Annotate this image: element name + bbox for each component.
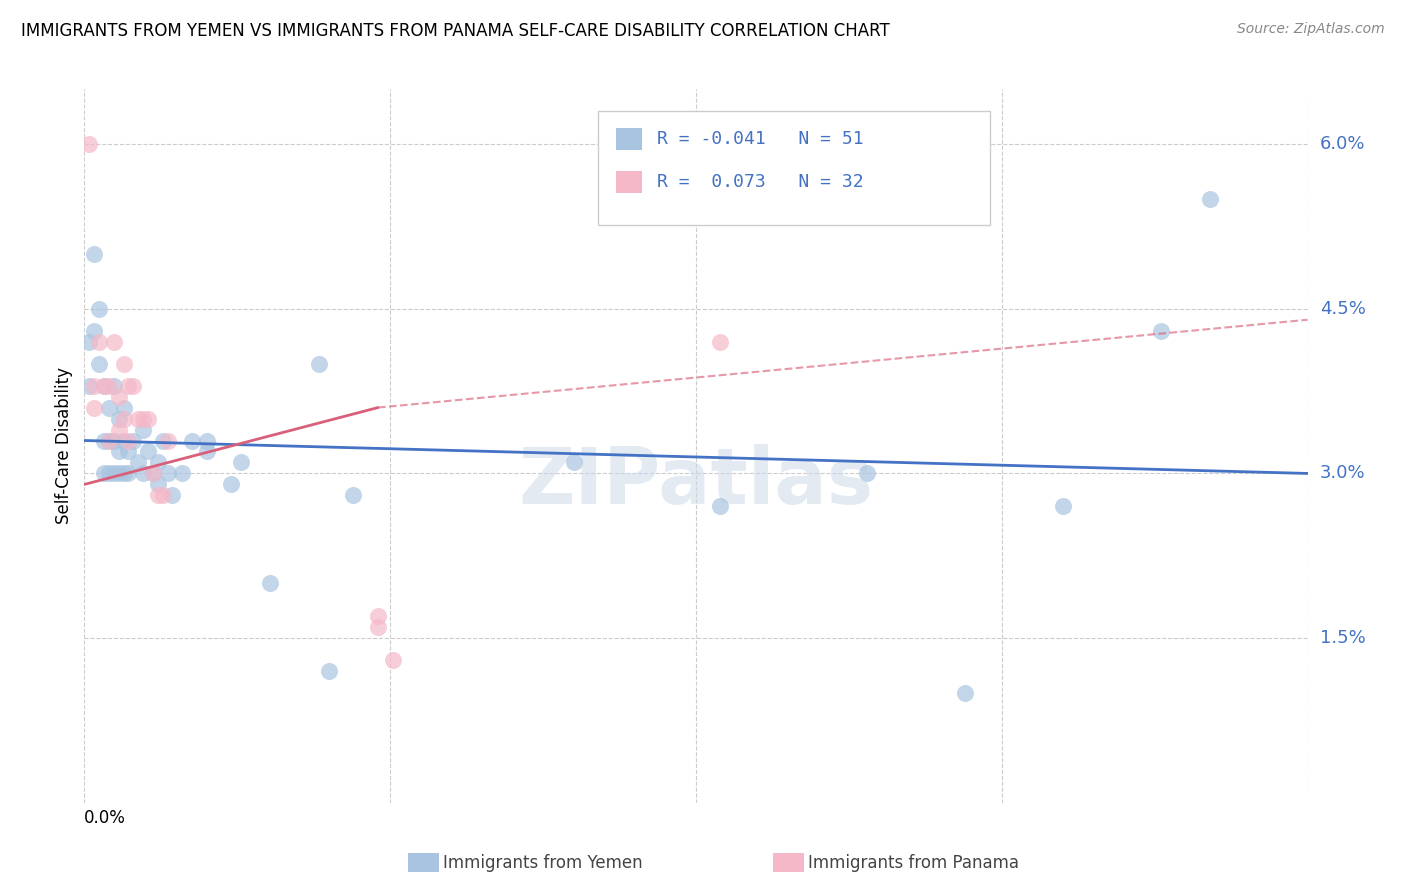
Point: [83, 247, 105, 261]
Point: [132, 411, 155, 425]
Point: [195, 444, 218, 458]
Bar: [616, 128, 643, 150]
Point: [152, 434, 174, 448]
Point: [342, 488, 364, 502]
Y-axis label: Self-Care Disability: Self-Care Disability: [55, 368, 73, 524]
Point: [87, 334, 110, 349]
Point: [146, 477, 169, 491]
Text: IMMIGRANTS FROM YEMEN VS IMMIGRANTS FROM PANAMA SELF-CARE DISABILITY CORRELATION: IMMIGRANTS FROM YEMEN VS IMMIGRANTS FROM…: [21, 22, 890, 40]
Point: [127, 411, 149, 425]
Text: 0.0%: 0.0%: [84, 808, 127, 827]
Text: Immigrants from Yemen: Immigrants from Yemen: [443, 854, 643, 871]
Point: [308, 357, 330, 371]
Point: [1052, 500, 1074, 514]
Point: [93, 467, 115, 481]
Text: 6.0%: 6.0%: [1320, 135, 1365, 153]
Point: [112, 401, 135, 415]
Point: [562, 455, 585, 469]
Point: [219, 477, 242, 491]
Point: [142, 467, 165, 481]
Point: [107, 411, 129, 425]
Point: [709, 500, 731, 514]
Point: [107, 423, 129, 437]
Point: [122, 434, 145, 448]
Point: [103, 378, 125, 392]
Point: [127, 455, 149, 469]
Point: [77, 378, 100, 392]
Point: [259, 576, 281, 591]
Point: [1198, 192, 1220, 206]
Point: [107, 390, 129, 404]
Point: [103, 467, 125, 481]
Point: [132, 423, 155, 437]
Point: [83, 378, 105, 392]
Point: [953, 686, 976, 700]
Point: [83, 401, 105, 415]
Point: [117, 434, 139, 448]
Point: [97, 378, 120, 392]
Point: [136, 444, 159, 458]
Point: [709, 334, 731, 349]
Point: [112, 467, 135, 481]
Point: [181, 434, 204, 448]
Point: [97, 434, 120, 448]
Point: [107, 467, 129, 481]
Point: [156, 434, 179, 448]
Point: [103, 334, 125, 349]
Point: [172, 467, 194, 481]
Text: R = -0.041   N = 51: R = -0.041 N = 51: [657, 130, 863, 148]
Point: [146, 488, 169, 502]
Point: [77, 334, 100, 349]
Point: [117, 378, 139, 392]
Point: [117, 444, 139, 458]
Text: Source: ZipAtlas.com: Source: ZipAtlas.com: [1237, 22, 1385, 37]
Point: [87, 357, 110, 371]
Point: [195, 434, 218, 448]
Text: 3.0%: 3.0%: [1320, 465, 1365, 483]
Point: [142, 467, 165, 481]
Point: [97, 401, 120, 415]
Point: [87, 301, 110, 316]
Point: [93, 378, 115, 392]
Point: [93, 378, 115, 392]
Point: [112, 434, 135, 448]
Point: [97, 434, 120, 448]
Point: [117, 467, 139, 481]
Point: [381, 653, 404, 667]
Point: [112, 411, 135, 425]
Point: [83, 324, 105, 338]
Point: [367, 620, 389, 634]
FancyBboxPatch shape: [598, 111, 990, 225]
Point: [112, 357, 135, 371]
Point: [229, 455, 252, 469]
Text: Immigrants from Panama: Immigrants from Panama: [808, 854, 1019, 871]
Point: [103, 434, 125, 448]
Point: [93, 434, 115, 448]
Text: R =  0.073   N = 32: R = 0.073 N = 32: [657, 173, 863, 191]
Point: [152, 488, 174, 502]
Point: [97, 467, 120, 481]
Text: 1.5%: 1.5%: [1320, 629, 1365, 647]
Point: [107, 444, 129, 458]
Point: [77, 137, 100, 152]
Point: [156, 467, 179, 481]
Point: [162, 488, 184, 502]
Point: [856, 467, 879, 481]
Point: [318, 664, 340, 678]
Point: [132, 467, 155, 481]
Text: ZIPatlas: ZIPatlas: [519, 443, 873, 520]
Bar: [616, 171, 643, 193]
Text: 4.5%: 4.5%: [1320, 300, 1365, 318]
Point: [136, 411, 159, 425]
Point: [367, 609, 389, 624]
Point: [146, 455, 169, 469]
Point: [122, 378, 145, 392]
Point: [1150, 324, 1173, 338]
